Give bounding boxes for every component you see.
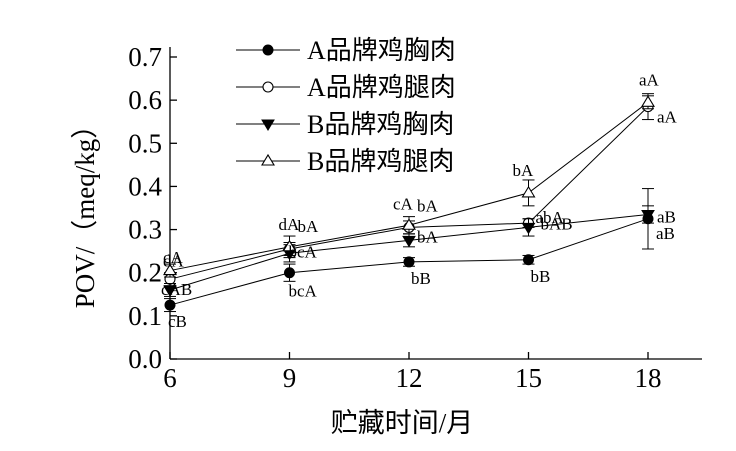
series-layer [163,93,655,313]
legend-entry-4: B品牌鸡腿肉 [236,147,454,176]
x-tick-label: 18 [635,363,662,393]
x-tick-label: 15 [515,363,542,393]
legend-entry-2: A品牌鸡腿肉 [236,73,456,102]
series-1 [164,188,654,313]
significance-label: aA [639,70,660,89]
y-tick-label: 0.1 [128,301,162,331]
legend-entry-3: B品牌鸡胸肉 [236,110,454,139]
x-tick-label: 12 [396,363,423,393]
legend: A品牌鸡胸肉 A品牌鸡腿肉 B品牌鸡胸肉 B品牌鸡腿肉 [236,36,456,176]
significance-label: bA [417,227,439,246]
legend-marker [262,81,274,93]
significance-label: bB [411,269,431,288]
data-point [641,95,655,107]
significance-label: bcA [289,242,318,261]
data-point [282,239,297,252]
legend-marker [262,44,274,56]
significance-label: cA [393,194,414,213]
legend-entry-1: A品牌鸡胸肉 [236,36,456,65]
y-tick-label: 0.0 [128,344,162,374]
data-point [521,222,536,235]
series-4 [163,95,655,278]
y-tick-label: 0.3 [128,215,162,245]
legend-label: B品牌鸡腿肉 [307,147,454,176]
significance-label: bB [531,267,551,286]
data-point [523,254,534,266]
significance-label: bA [417,196,439,215]
significance-label: dA [163,252,185,271]
data-point [284,267,295,279]
significance-label: bA [513,161,535,180]
significance-label: aB [656,224,675,243]
x-tick-label: 9 [283,363,297,393]
significance-label: cB [168,312,187,331]
y-tick-label: 0.2 [128,258,162,288]
data-point [403,256,415,268]
y-tick-label: 0.6 [128,85,162,115]
significance-label: aB [657,207,676,226]
significance-label: dA [279,215,301,234]
y-tick-label: 0.4 [128,171,162,201]
data-point [164,299,176,311]
data-point [641,209,655,222]
legend-label: A品牌鸡腿肉 [307,73,456,102]
data-point [163,285,177,297]
data-point [521,185,536,198]
data-point [402,218,416,230]
y-axis-title: POV/（meq/kg） [70,112,100,309]
data-point [402,235,416,248]
significance-label: abA [536,208,565,227]
x-axis-title: 贮藏时间/月 [331,408,474,438]
y-tick-label: 0.7 [128,42,162,72]
significance-label: bAB [541,214,573,233]
significance-label: cAB [161,280,192,299]
significance-label: bA [298,217,320,236]
legend-label: B品牌鸡胸肉 [307,110,454,139]
legend-marker [261,153,275,166]
significance-label: bcA [289,282,318,301]
significance-label: aA [657,108,678,127]
legend-label: A品牌鸡胸肉 [307,36,456,65]
significance-label: cA [163,248,184,267]
x-tick-label: 6 [163,363,177,393]
axes: 0.0 0.1 0.2 0.3 0.4 0.5 0.6 0.7 6 9 12 15 18 贮藏时间/月 PO… [70,42,702,438]
data-point [163,263,177,276]
y-tick-label: 0.5 [128,128,162,158]
legend-marker [261,119,275,131]
